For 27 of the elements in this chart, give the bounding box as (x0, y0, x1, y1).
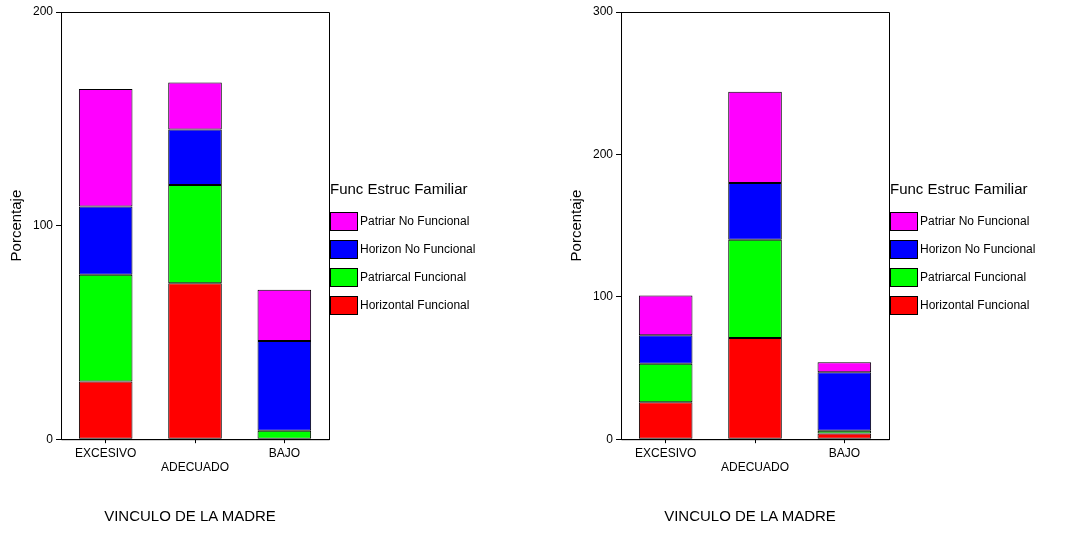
x-tick-label: BAJO (268, 445, 301, 460)
legend-label: Patriarcal Funcional (360, 270, 467, 284)
legend-title: Func Estruc Familiar (890, 180, 1029, 197)
y-tick-label: 0 (606, 431, 614, 446)
x-axis-title: VINCULO DE LA MADRE (104, 507, 276, 524)
y-axis-title: Porcentaje (567, 189, 585, 262)
legend-label: Patriar No Funcional (360, 214, 470, 228)
x-tick-label: BAJO (828, 445, 861, 460)
y-tick-label: 100 (32, 217, 54, 232)
x-tick-label: ADECUADO (161, 460, 230, 475)
legend-label: Horizontal Funcional (360, 298, 470, 312)
y-tick-label: 200 (592, 146, 614, 161)
x-tick-label: EXCESIVO (75, 445, 137, 460)
legend-title: Func Estruc Familiar (330, 180, 469, 197)
legend-label: Patriarcal Funcional (920, 270, 1027, 284)
legend-label: Horizontal Funcional (920, 298, 1030, 312)
legend-label: Horizon No Funcional (920, 242, 1036, 256)
x-tick-label: EXCESIVO (635, 445, 697, 460)
x-axis-title: VINCULO DE LA MADRE (664, 507, 836, 524)
y-tick-label: 100 (592, 289, 614, 304)
y-tick-label: 200 (32, 4, 54, 19)
x-tick-label: ADECUADO (721, 460, 790, 475)
y-tick-label: 300 (592, 4, 614, 19)
legend-label: Horizon No Funcional (360, 242, 476, 256)
y-tick-label: 0 (46, 431, 54, 446)
y-axis-title: Porcentaje (7, 189, 25, 262)
legend-label: Patriar No Funcional (920, 214, 1030, 228)
